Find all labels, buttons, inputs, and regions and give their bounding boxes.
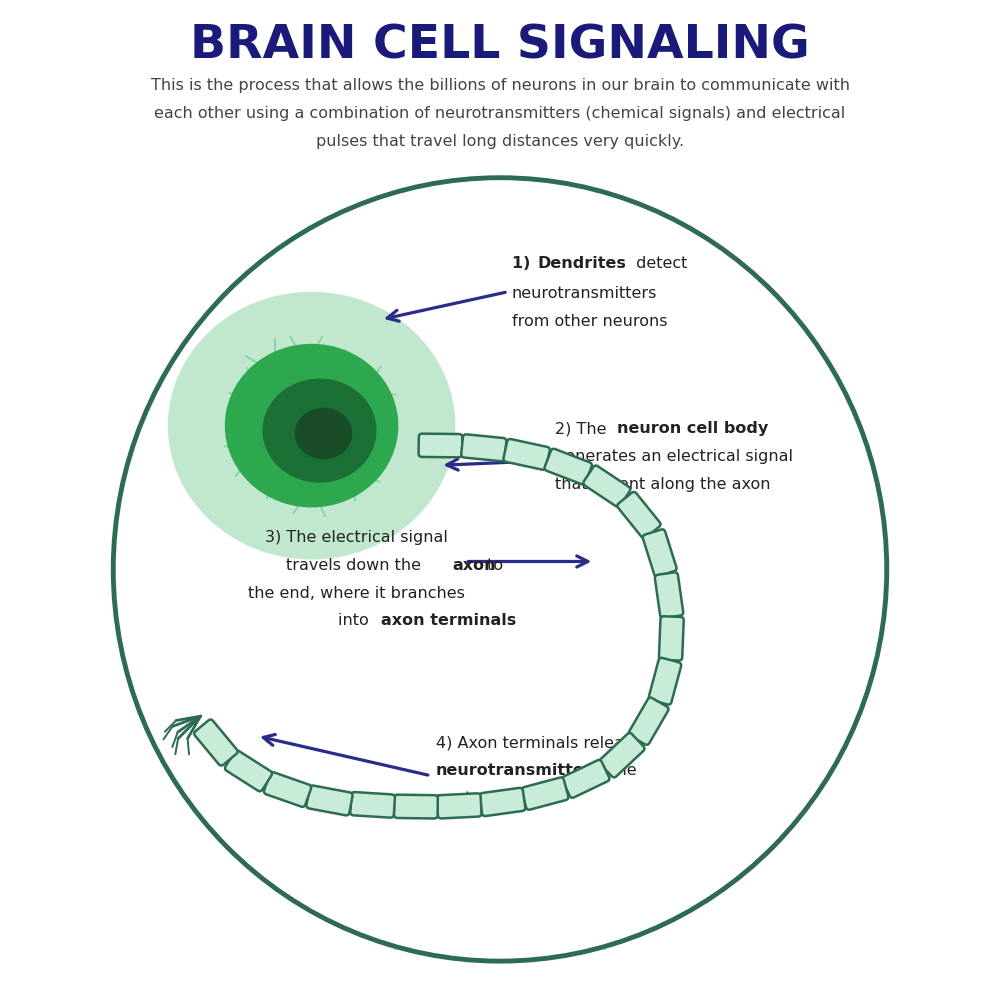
FancyBboxPatch shape — [306, 786, 353, 815]
FancyBboxPatch shape — [394, 795, 438, 818]
FancyBboxPatch shape — [655, 572, 683, 618]
Text: neuron cell body: neuron cell body — [617, 421, 768, 436]
FancyBboxPatch shape — [545, 449, 592, 484]
Text: travels down the: travels down the — [286, 558, 426, 573]
FancyBboxPatch shape — [649, 658, 681, 705]
FancyBboxPatch shape — [562, 760, 609, 798]
FancyBboxPatch shape — [659, 616, 684, 661]
Ellipse shape — [262, 379, 377, 483]
Text: axon terminals: axon terminals — [381, 613, 516, 628]
FancyBboxPatch shape — [264, 772, 311, 807]
FancyBboxPatch shape — [599, 733, 644, 777]
Text: that is sent along the axon: that is sent along the axon — [555, 477, 770, 492]
Text: next neuron: next neuron — [436, 791, 533, 806]
Text: generates an electrical signal: generates an electrical signal — [555, 449, 793, 464]
Text: detect: detect — [631, 256, 687, 271]
FancyBboxPatch shape — [522, 777, 568, 810]
Text: the end, where it branches: the end, where it branches — [248, 586, 465, 601]
Text: to: to — [482, 558, 503, 573]
Text: 2) The: 2) The — [555, 421, 611, 436]
FancyBboxPatch shape — [225, 750, 272, 791]
FancyBboxPatch shape — [503, 439, 550, 470]
Text: Dendrites: Dendrites — [538, 256, 627, 271]
Text: This is the process that allows the billions of neurons in our brain to communic: This is the process that allows the bill… — [151, 78, 850, 93]
FancyBboxPatch shape — [194, 720, 238, 766]
Text: into: into — [338, 613, 374, 628]
FancyBboxPatch shape — [350, 792, 395, 818]
FancyBboxPatch shape — [617, 492, 660, 538]
FancyBboxPatch shape — [437, 793, 481, 818]
FancyBboxPatch shape — [419, 434, 462, 457]
Text: axon: axon — [452, 558, 496, 573]
Text: pulses that travel long distances very quickly.: pulses that travel long distances very q… — [316, 134, 684, 149]
Text: 4) Axon terminals release: 4) Axon terminals release — [436, 735, 642, 750]
FancyBboxPatch shape — [480, 788, 525, 816]
Text: neurotransmitters: neurotransmitters — [512, 286, 657, 301]
Text: each other using a combination of neurotransmitters (chemical signals) and elect: each other using a combination of neurot… — [154, 106, 846, 121]
Text: 1): 1) — [512, 256, 536, 271]
Text: to the: to the — [584, 763, 637, 778]
Ellipse shape — [295, 408, 352, 459]
FancyBboxPatch shape — [643, 529, 677, 576]
Text: 3) The electrical signal: 3) The electrical signal — [265, 530, 448, 545]
Text: neurotransmitters: neurotransmitters — [436, 763, 602, 778]
Ellipse shape — [168, 292, 455, 559]
Text: from other neurons: from other neurons — [512, 314, 667, 329]
Text: BRAIN CELL SIGNALING: BRAIN CELL SIGNALING — [190, 23, 810, 68]
FancyBboxPatch shape — [461, 434, 506, 461]
Ellipse shape — [225, 344, 398, 507]
FancyBboxPatch shape — [629, 698, 668, 745]
FancyBboxPatch shape — [583, 466, 630, 507]
